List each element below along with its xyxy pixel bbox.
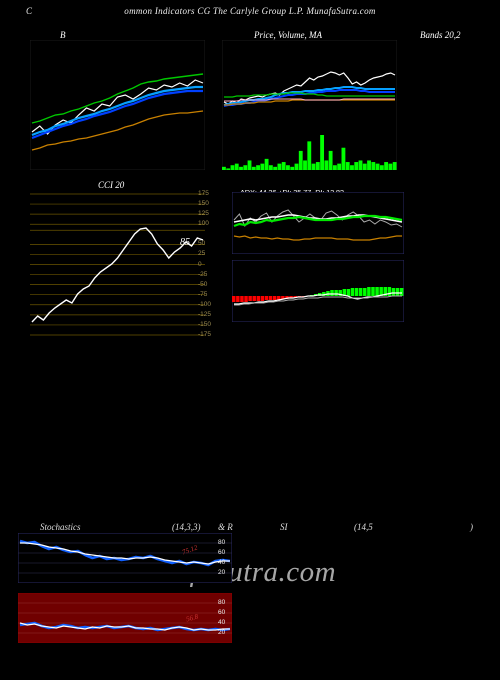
- title-panel-cci: CCI 20: [98, 180, 124, 190]
- chart-panel-pv: [222, 40, 397, 170]
- title-amp: & R: [218, 522, 233, 532]
- title-si: SI: [280, 522, 288, 532]
- chart-panel-red: [18, 593, 232, 643]
- chart-panel-sto: [18, 533, 232, 583]
- chart-panel-cci: [30, 192, 205, 337]
- title-panel-bb: Bands 20,2: [420, 30, 461, 40]
- title-sto-params: (14,3,3): [172, 522, 201, 532]
- title-paren: ): [470, 522, 473, 532]
- title-si-params: (14,5: [354, 522, 373, 532]
- chart-panel-rsi: [232, 260, 404, 322]
- title-panel-pv: Price, Volume, MA: [254, 30, 322, 40]
- title-panel-b: B: [60, 30, 66, 40]
- header-c: C: [26, 6, 32, 16]
- cci-label-85: 85: [180, 237, 190, 248]
- chart-panel-b: [30, 40, 205, 170]
- page-header: C ommon Indicators CG The Carlyle Group …: [0, 6, 500, 16]
- chart-panel-adx: [232, 192, 404, 254]
- header-text: ommon Indicators CG The Carlyle Group L.…: [124, 6, 375, 16]
- title-sto: Stochastics: [40, 522, 81, 532]
